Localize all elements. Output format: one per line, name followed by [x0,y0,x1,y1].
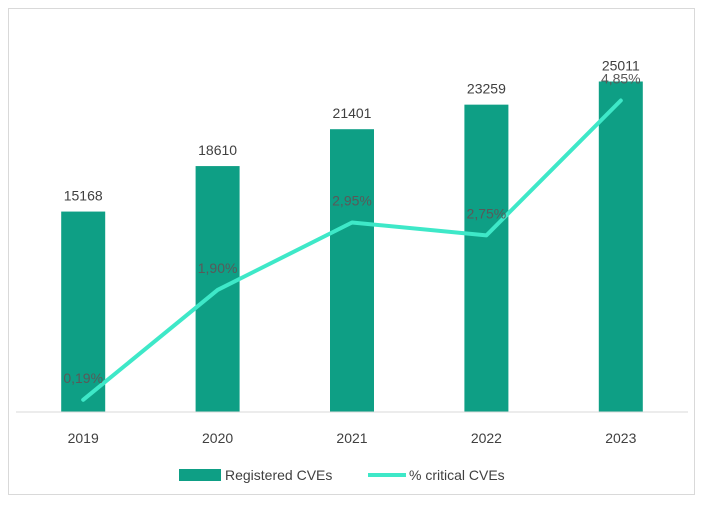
legend-bar-label: Registered CVEs [225,467,332,483]
legend: Registered CVEs % critical CVEs [179,467,505,483]
line-value-label-2020: 1,90% [198,260,238,276]
bar-2021 [330,129,374,413]
bar-value-label-2023: 25011 [602,57,640,73]
bar-labels-group: 15168 18610 21401 23259 25011 [64,57,640,203]
x-tick-label-2023: 2023 [605,430,636,446]
line-labels-group: 0,19% 1,90% 2,95% 2,75% 4,85% [63,70,640,385]
category-labels-group: 2019 2020 2021 2022 2023 [68,430,637,446]
x-tick-label-2022: 2022 [471,430,502,446]
line-value-label-2023: 4,85% [601,70,641,86]
x-tick-label-2020: 2020 [202,430,233,446]
line-value-label-2022: 2,75% [467,205,507,221]
line-value-label-2021: 2,95% [332,193,372,209]
line-value-label-2019: 0,19% [63,370,103,386]
line-series-group [81,98,623,402]
x-tick-label-2019: 2019 [68,430,99,446]
x-tick-label-2021: 2021 [336,430,367,446]
legend-bar-swatch [179,469,221,481]
bar-2023 [598,81,643,412]
bars-group [61,81,643,413]
bar-value-label-2020: 18610 [198,142,237,158]
legend-line-label: % critical CVEs [409,467,505,483]
bar-value-label-2019: 15168 [64,188,103,204]
bar-value-label-2022: 23259 [467,81,506,97]
line-series-critical [81,98,623,402]
bar-value-label-2021: 21401 [333,105,372,121]
bar-2022 [464,104,509,412]
bar-2019 [61,211,106,412]
